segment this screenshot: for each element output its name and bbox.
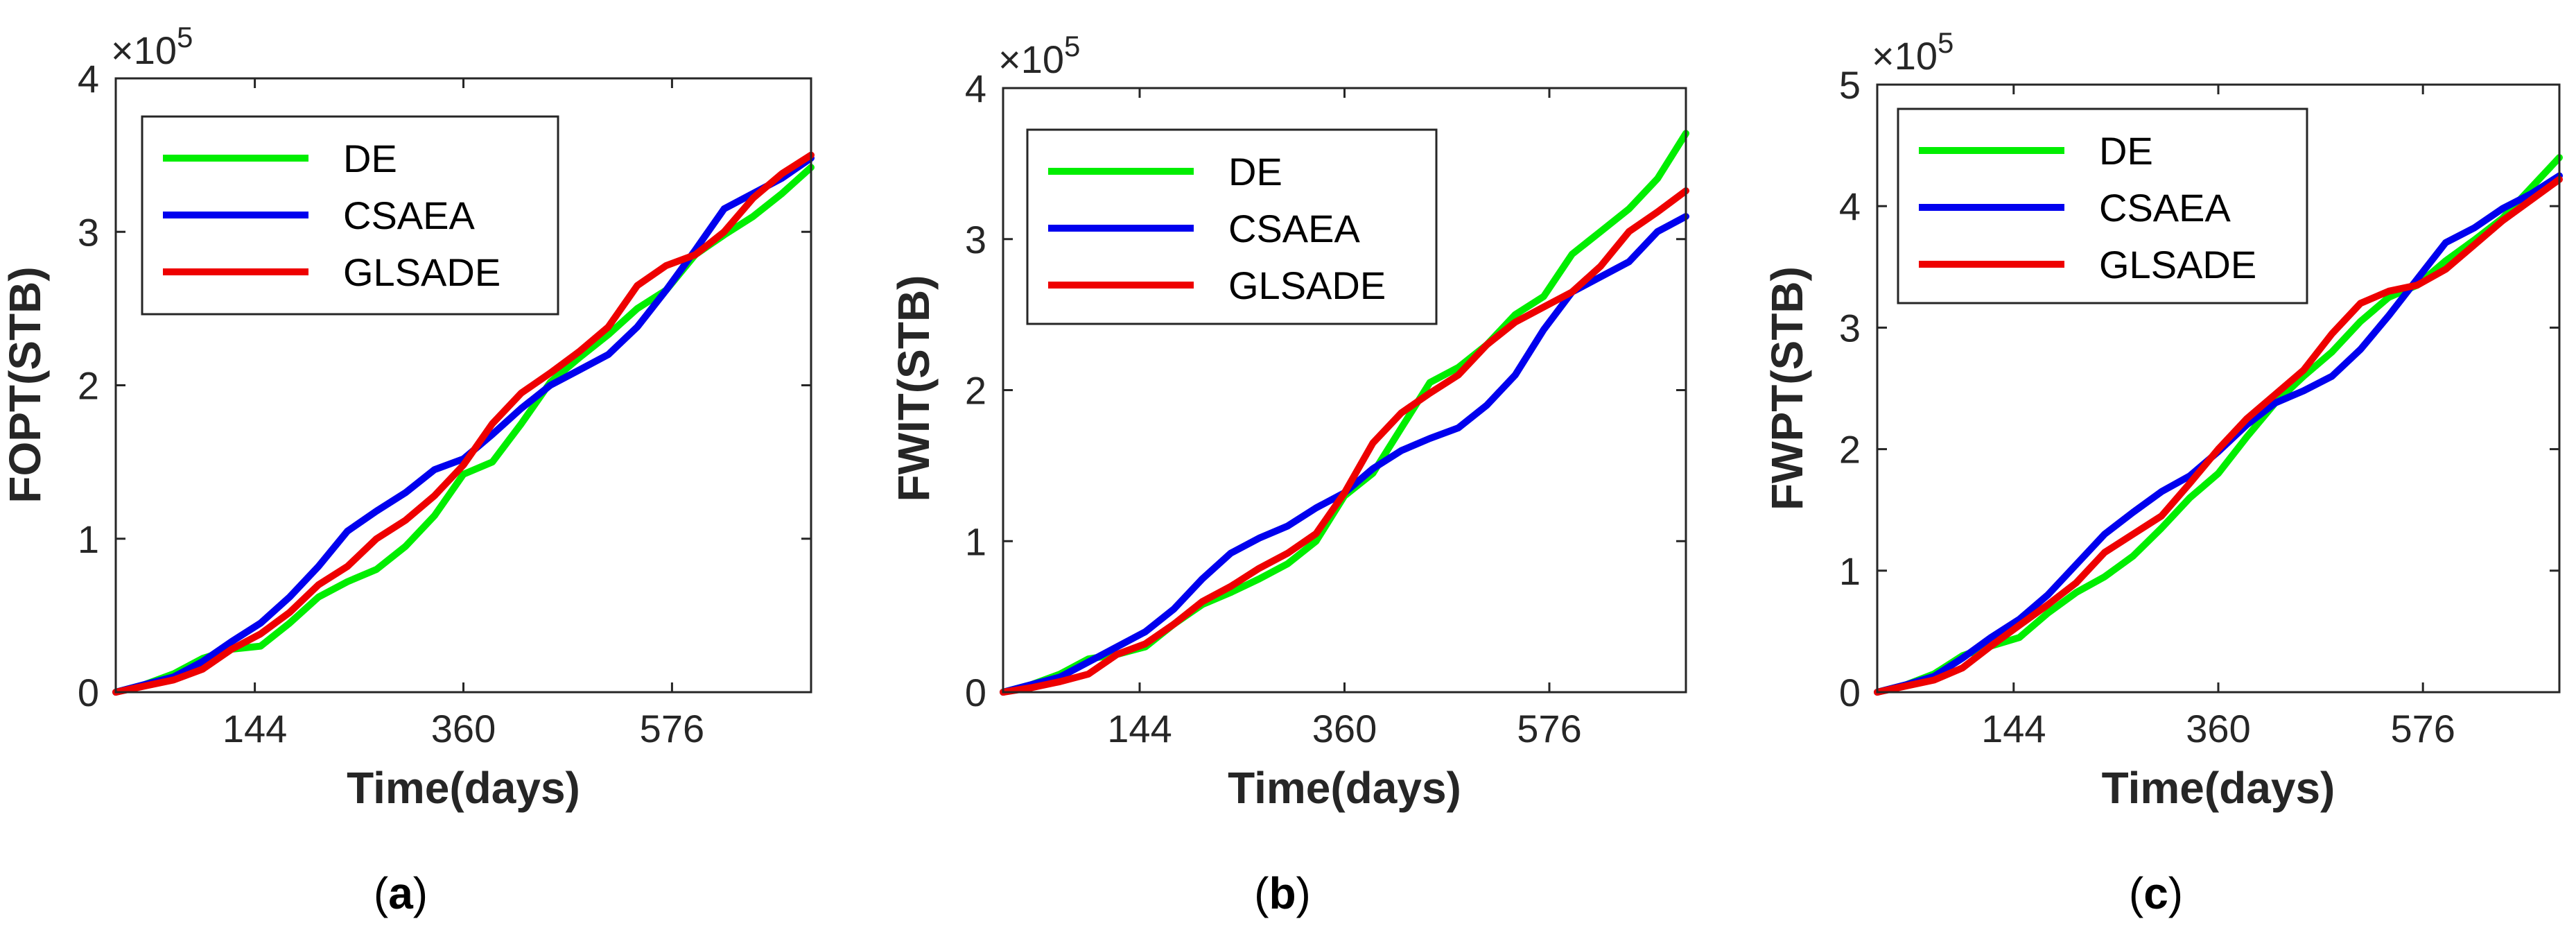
legend-label-glsade: GLSADE [2099, 243, 2256, 286]
series-lines [1874, 154, 2563, 696]
x-axis-title: Time(days) [347, 763, 580, 813]
x-axis-title: Time(days) [1228, 763, 1461, 813]
y-tick-label: 1 [78, 517, 99, 561]
y-tick-label: 2 [965, 369, 986, 413]
y-axis-title: FWPT(STB) [1762, 266, 1812, 510]
y-exponent-label: ×105 [111, 21, 193, 72]
series-line-csaea [112, 155, 815, 696]
chart-panel-1: 144 360 576 0 1 2 3 4 ×105 Time(days) FOPT(STB) DE C… [0, 21, 815, 918]
y-tick-label: 2 [1839, 428, 1861, 472]
x-tick-label: 360 [2186, 707, 2250, 750]
y-exponent-power: 5 [1938, 26, 1953, 59]
series-line-glsade [112, 151, 815, 696]
legend-label-csaea: CSAEA [343, 194, 475, 237]
legend-label-de: DE [2099, 129, 2153, 173]
x-tick-label: 360 [431, 707, 496, 750]
y-tick-label: 0 [1839, 671, 1861, 714]
y-tick-label: 4 [78, 57, 99, 101]
y-axis-title: FWIT(STB) [889, 275, 939, 502]
legend-label-csaea: CSAEA [2099, 186, 2231, 230]
legend: DE CSAEA GLSADE [141, 115, 559, 316]
legend-label-glsade: GLSADE [1228, 264, 1386, 307]
x-tick-label: 360 [1312, 707, 1377, 750]
chart-panel-2: 144 360 576 0 1 2 3 4 ×105 Time(days) FWIT(STB) DE C… [889, 30, 1689, 918]
y-exponent-label: ×105 [1872, 26, 1953, 78]
y-exponent-label: ×105 [998, 30, 1080, 81]
legend-label-glsade: GLSADE [343, 250, 501, 294]
legend-label-de: DE [343, 137, 397, 180]
y-tick-label: 1 [965, 519, 986, 563]
legend-label-csaea: CSAEA [1228, 207, 1360, 250]
panel-label: (a) [374, 868, 428, 918]
series-lines [1000, 130, 1689, 696]
x-tick-label: 144 [1107, 707, 1172, 750]
y-tick-label: 0 [965, 671, 986, 714]
y-tick-label: 0 [78, 671, 99, 714]
x-tick-label: 576 [2390, 707, 2455, 750]
legend: DE CSAEA GLSADE [1026, 128, 1438, 325]
chart-panel-3: 144 360 576 0 1 2 3 4 5×105 Time(days) FWPT(STB) DE… [1762, 26, 2563, 918]
panel-label: (b) [1254, 868, 1311, 918]
x-tick-label: 576 [1517, 707, 1581, 750]
x-tick-label: 144 [1981, 707, 2046, 750]
series-lines [112, 151, 815, 696]
y-tick-label: 3 [965, 218, 986, 261]
x-tick-label: 144 [223, 707, 287, 750]
y-exponent-power: 5 [1064, 30, 1080, 62]
x-tick-label: 576 [640, 707, 704, 750]
y-tick-label: 2 [78, 364, 99, 408]
x-axis-title: Time(days) [2102, 763, 2335, 813]
legend: DE CSAEA GLSADE [1897, 108, 2308, 304]
y-exponent-power: 5 [177, 21, 193, 53]
y-tick-label: 3 [1839, 306, 1861, 350]
series-line-glsade [1000, 187, 1689, 696]
y-tick-label: 3 [78, 210, 99, 254]
y-tick-label: 4 [965, 67, 986, 110]
y-tick-label: 5 [1839, 63, 1861, 107]
y-axis-title: FOPT(STB) [0, 266, 50, 503]
legend-label-de: DE [1228, 150, 1282, 194]
series-line-glsade [1874, 175, 2563, 696]
y-tick-label: 4 [1839, 184, 1861, 228]
y-tick-label: 1 [1839, 549, 1861, 593]
panel-label: (c) [2129, 868, 2183, 918]
